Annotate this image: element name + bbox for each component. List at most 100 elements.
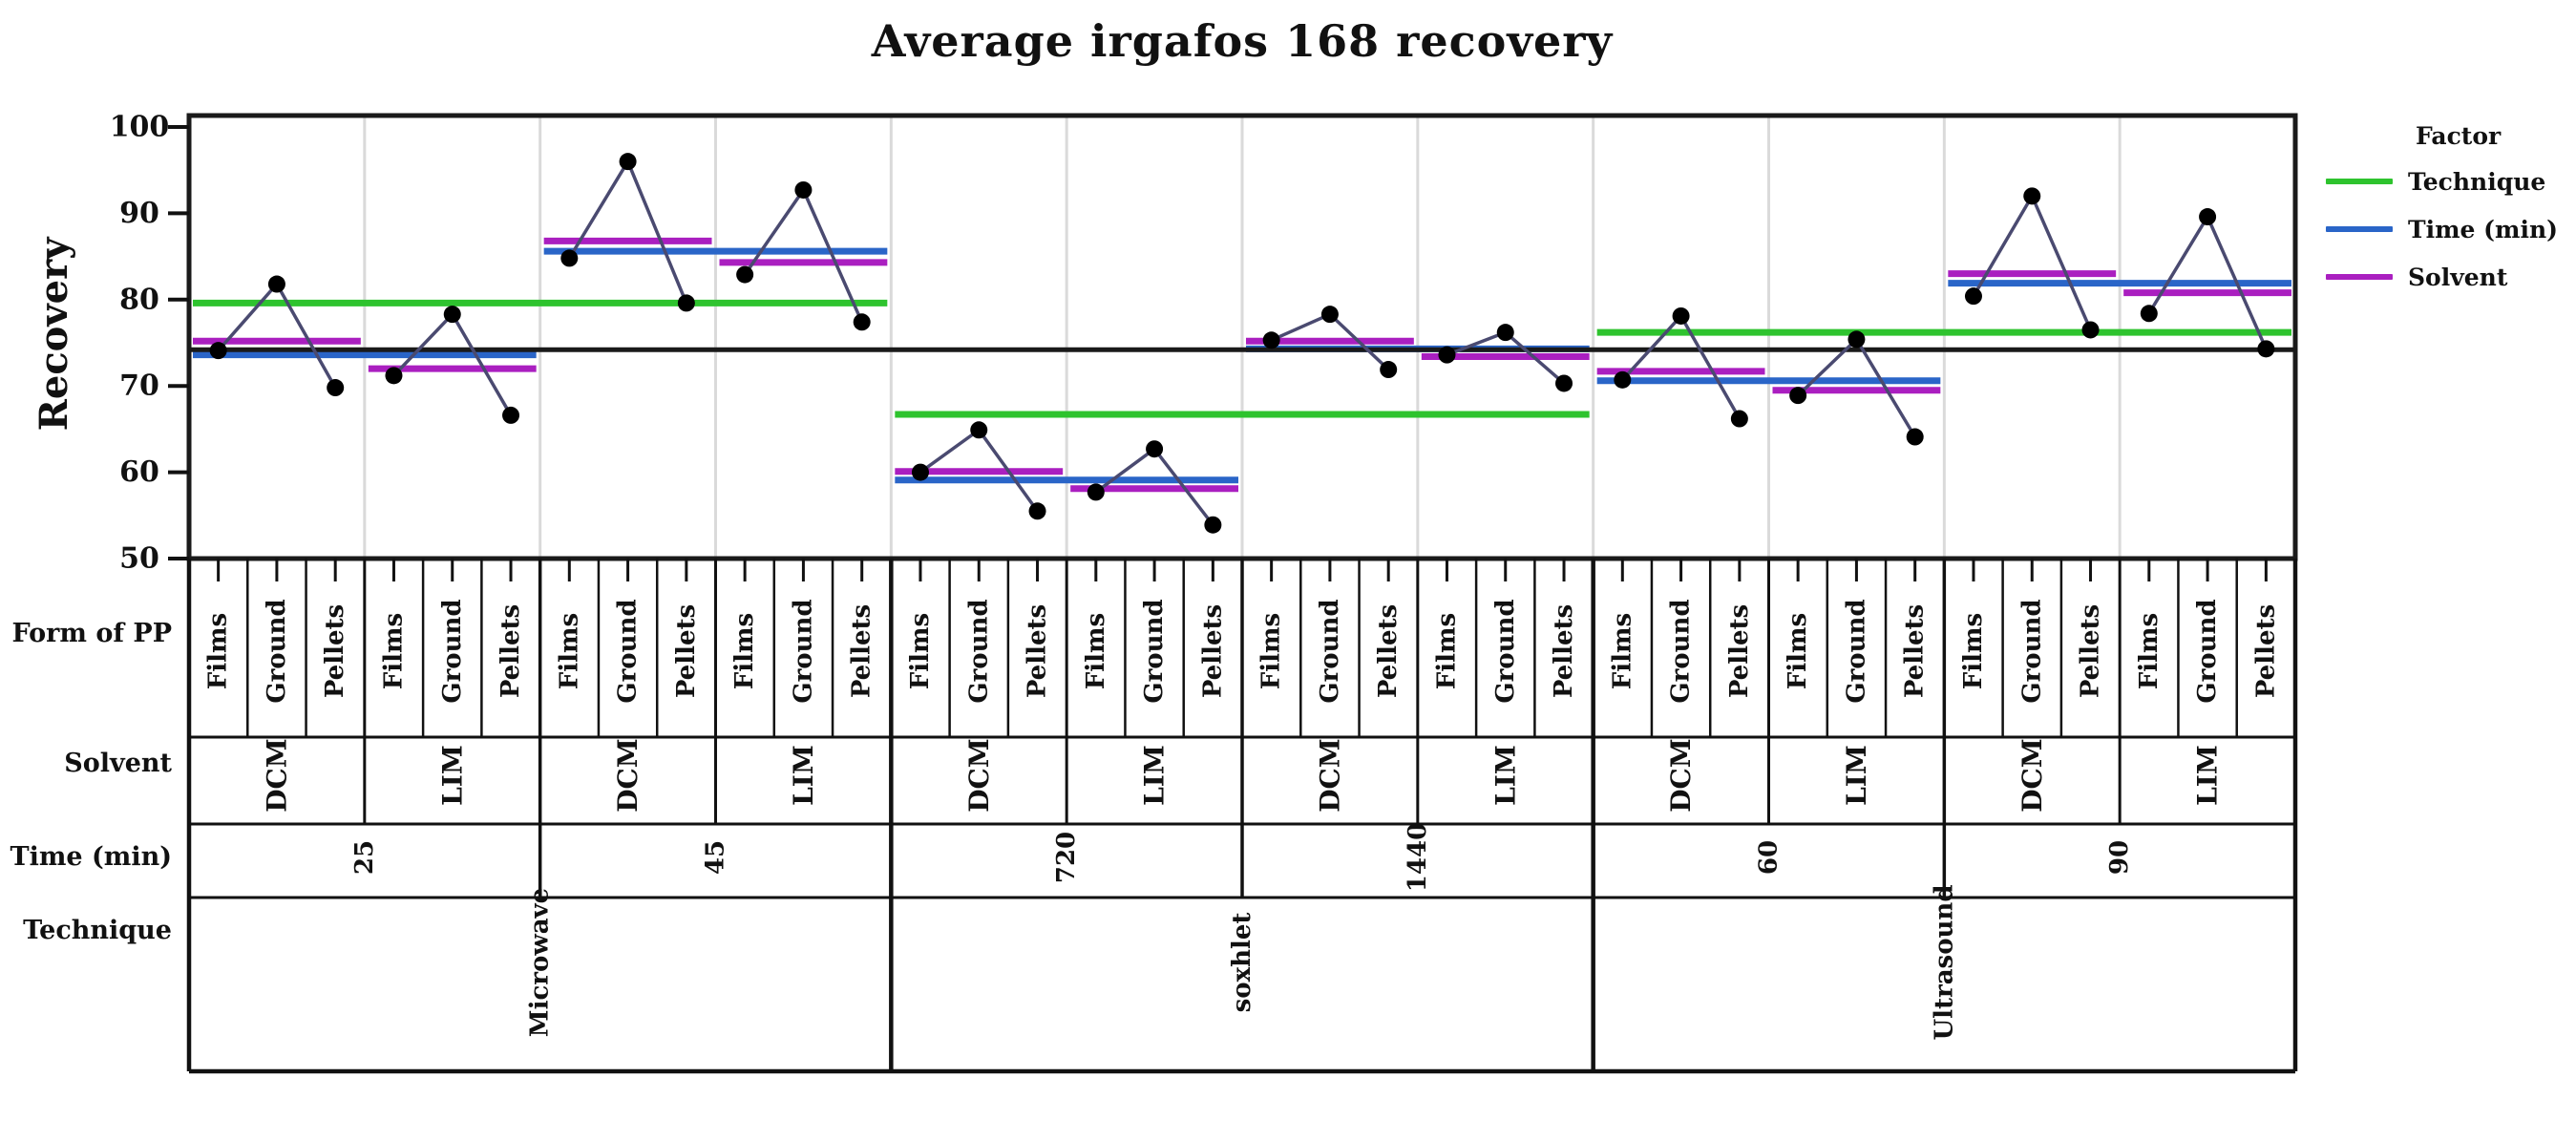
row-header-solvent: Solvent xyxy=(64,749,172,778)
data-point xyxy=(209,342,227,360)
form-category-label: Ground xyxy=(1842,599,1870,703)
data-point xyxy=(2199,208,2217,226)
legend-label-time: Time (min) xyxy=(2408,215,2558,243)
data-point xyxy=(736,265,754,284)
data-point xyxy=(1730,410,1748,428)
solvent-category-label: DCM xyxy=(261,738,292,813)
form-category-label: Ground xyxy=(438,599,467,703)
y-axis-tick-label: 50 xyxy=(119,542,159,576)
row-header-technique: Technique xyxy=(23,916,172,945)
data-point xyxy=(1380,361,1398,379)
solvent-category-label: DCM xyxy=(963,738,995,813)
data-point xyxy=(1848,330,1866,349)
form-category-label: Films xyxy=(555,613,583,689)
data-point xyxy=(619,153,637,171)
form-category-label: Films xyxy=(1959,613,1988,689)
data-point xyxy=(502,406,520,424)
data-point xyxy=(1320,306,1339,324)
time-category-label: 45 xyxy=(702,840,730,875)
form-category-label: Pellets xyxy=(1024,604,1052,698)
y-axis-tick-label: 90 xyxy=(119,197,159,230)
data-point xyxy=(2023,187,2041,205)
form-category-label: Films xyxy=(1082,613,1110,689)
connector-line xyxy=(1972,192,2093,331)
solvent-category-label: LIM xyxy=(1139,745,1171,806)
row-header-form-of-pp: Form of PP xyxy=(11,619,172,648)
y-axis-tick-label: 100 xyxy=(110,111,170,144)
data-point xyxy=(1204,516,1222,534)
form-category-label: Pellets xyxy=(1725,604,1754,698)
data-point xyxy=(2081,321,2100,339)
solvent-line-swatch xyxy=(2326,274,2393,280)
form-category-label: Ground xyxy=(2193,599,2222,703)
data-point xyxy=(1906,428,1924,446)
form-category-label: Pellets xyxy=(848,604,876,698)
legend-entry-solvent: Solvent xyxy=(2326,253,2574,301)
technique-category-label: soxhlet xyxy=(1228,913,1256,1013)
form-category-label: Pellets xyxy=(321,604,349,698)
form-category-label: Pellets xyxy=(1901,604,1930,698)
form-category-label: Pellets xyxy=(672,604,701,698)
data-point xyxy=(267,275,285,293)
solvent-category-label: LIM xyxy=(1489,745,1521,806)
y-axis-tick-label: 70 xyxy=(119,370,159,403)
data-point xyxy=(1964,287,1982,306)
form-category-label: Ground xyxy=(614,599,643,703)
data-point xyxy=(2257,340,2275,358)
data-point xyxy=(853,313,871,331)
form-category-label: Pellets xyxy=(1198,604,1227,698)
data-point xyxy=(970,421,988,439)
time-category-label: 90 xyxy=(2105,840,2134,875)
data-point xyxy=(1028,502,1046,520)
chart-title: Average irgafos 168 recovery xyxy=(871,15,1614,67)
solvent-category-label: DCM xyxy=(1665,738,1697,813)
form-category-label: Films xyxy=(730,613,759,689)
form-category-label: Films xyxy=(379,613,408,689)
data-point xyxy=(327,379,345,397)
data-point xyxy=(1672,306,1690,325)
technique-category-label: Microwave xyxy=(526,888,555,1037)
form-category-label: Films xyxy=(1784,613,1812,689)
form-category-label: Pellets xyxy=(2251,604,2280,698)
y-axis-tick-label: 80 xyxy=(119,283,159,316)
legend-title: Factor xyxy=(2416,122,2502,150)
data-point xyxy=(1438,346,1456,364)
form-category-label: Ground xyxy=(1316,599,1344,703)
data-point xyxy=(1087,483,1105,501)
form-category-label: Films xyxy=(204,613,233,689)
solvent-category-label: DCM xyxy=(2016,738,2048,813)
form-category-label: Films xyxy=(1608,613,1636,689)
data-point xyxy=(1496,324,1514,342)
form-category-label: Films xyxy=(2135,613,2164,689)
connector-line xyxy=(392,311,513,416)
legend-label-technique: Technique xyxy=(2408,167,2546,196)
data-point xyxy=(1262,331,1280,349)
solvent-category-label: LIM xyxy=(1841,745,1872,806)
time-category-label: 60 xyxy=(1755,840,1784,875)
y-axis-tick-label: 60 xyxy=(119,455,159,489)
data-point xyxy=(911,463,929,481)
data-point xyxy=(385,367,403,385)
data-point xyxy=(1789,387,1807,405)
data-point xyxy=(794,180,813,199)
form-category-label: Pellets xyxy=(2077,604,2105,698)
time-category-label: 720 xyxy=(1052,832,1081,883)
data-point xyxy=(677,294,695,312)
form-category-label: Pellets xyxy=(1550,604,1578,698)
data-point xyxy=(1614,370,1632,389)
legend-entry-technique: Technique xyxy=(2326,158,2574,205)
form-category-label: Films xyxy=(1432,613,1461,689)
form-category-label: Ground xyxy=(1140,599,1169,703)
solvent-category-label: LIM xyxy=(2192,745,2224,806)
form-category-label: Pellets xyxy=(1374,604,1403,698)
data-point xyxy=(2140,305,2158,323)
form-category-label: Films xyxy=(906,613,935,689)
connector-line xyxy=(567,158,688,305)
data-point xyxy=(560,249,579,267)
solvent-category-label: LIM xyxy=(788,745,819,806)
form-category-label: Ground xyxy=(2017,599,2046,703)
row-header-time-min: Time (min) xyxy=(10,842,172,872)
data-point xyxy=(443,306,461,324)
